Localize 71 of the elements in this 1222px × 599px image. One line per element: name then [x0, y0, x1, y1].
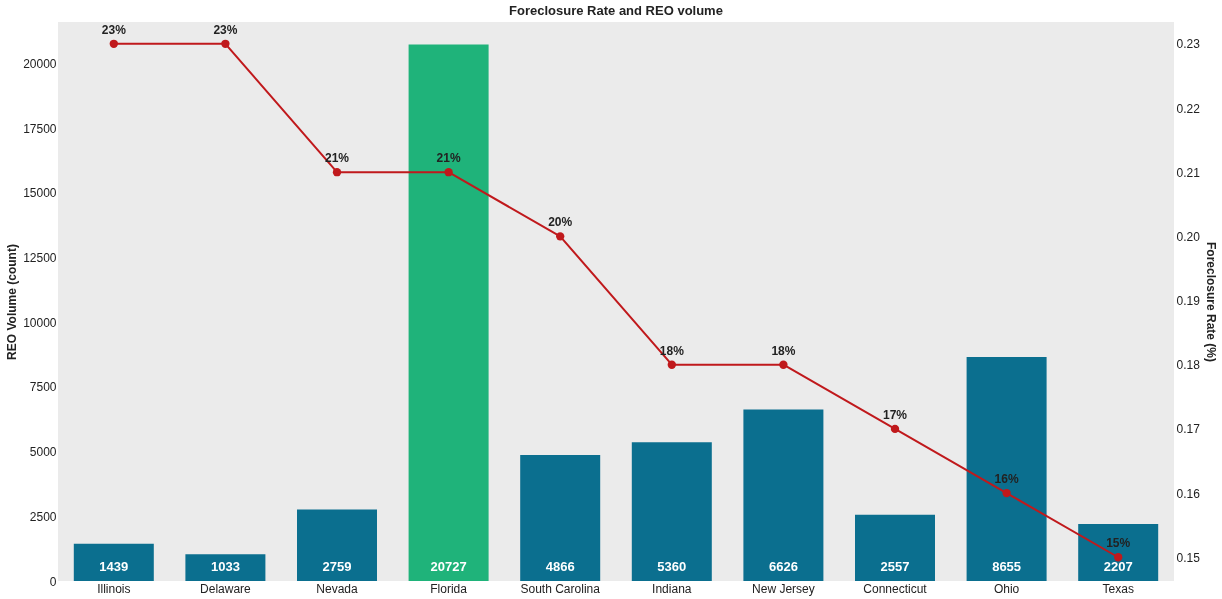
x-tick-label: Texas [1102, 581, 1134, 596]
y-tick-label: 7500 [29, 380, 57, 395]
data-label: 23% [101, 22, 127, 37]
y2-tick-label: 0.22 [1176, 101, 1201, 116]
point [556, 232, 565, 241]
x-tick-label: Florida [430, 581, 468, 596]
y2-tick-label: 0.19 [1176, 294, 1201, 309]
y2-tick-label: 0.15 [1176, 550, 1201, 565]
y2-axis-title: Foreclosure Rate (%) [1203, 241, 1218, 363]
data-label: 18% [659, 343, 685, 358]
point [221, 39, 230, 48]
data-label: 23% [213, 22, 238, 37]
bar [1078, 523, 1159, 581]
point [1002, 488, 1011, 498]
point [779, 360, 788, 369]
data-label: 20% [548, 215, 573, 230]
data-label: 8655 [992, 559, 1022, 574]
data-label: 20727 [430, 559, 467, 574]
point [444, 168, 453, 177]
y-tick-label: 0 [49, 574, 57, 589]
data-label: 2557 [880, 559, 910, 574]
bar [743, 409, 824, 581]
y2-tick-label: 0.16 [1176, 486, 1201, 501]
point [890, 424, 900, 434]
x-tick-label: New Jersey [752, 581, 815, 596]
chart-title: Foreclosure Rate and REO volume [509, 3, 723, 18]
y2-tick-label: 0.18 [1176, 358, 1201, 373]
y2-tick-label: 0.17 [1176, 422, 1201, 437]
x-tick-label: Nevada [316, 581, 358, 596]
bar [855, 514, 935, 581]
x-tick-label: Connecticut [863, 581, 928, 596]
y2-tick-label: 0.20 [1176, 229, 1201, 244]
point [1114, 553, 1123, 562]
point [667, 360, 676, 369]
data-label: 17% [882, 407, 908, 422]
bar [297, 509, 377, 581]
data-label: 2207 [1103, 559, 1133, 574]
bar [520, 455, 601, 581]
y-tick-label: 20000 [23, 56, 57, 71]
bar [185, 554, 266, 581]
data-label: 4866 [545, 559, 575, 574]
data-label: 18% [771, 343, 796, 358]
data-label: 21% [436, 151, 461, 166]
y-tick-label: 15000 [23, 186, 57, 201]
data-label: 5360 [657, 559, 687, 574]
bar [631, 442, 712, 581]
data-label: 2759 [322, 559, 352, 574]
x-tick-label: Illinois [97, 581, 131, 596]
point [109, 39, 118, 48]
y-tick-label: 12500 [23, 251, 57, 265]
bar [73, 543, 154, 581]
data-label: 1439 [99, 559, 129, 574]
data-label: 15% [1106, 536, 1131, 551]
bar [408, 44, 489, 581]
x-tick-label: South Carolina [520, 581, 601, 596]
data-label: 1033 [210, 559, 240, 574]
point [332, 168, 342, 177]
y-tick-label: 17500 [23, 121, 57, 136]
y-axis-title: REO Volume (count) [5, 244, 20, 360]
y-tick-label: 5000 [29, 445, 57, 460]
data-label: 6626 [768, 559, 798, 574]
bar [966, 357, 1047, 581]
y2-tick-label: 0.21 [1176, 165, 1201, 180]
x-tick-label: Ohio [993, 581, 1020, 596]
data-label: 16% [994, 472, 1019, 487]
x-tick-label: Indiana [652, 581, 692, 596]
y-tick-label: 2500 [29, 509, 57, 524]
y2-tick-label: 0.23 [1176, 37, 1201, 52]
x-tick-label: Delaware [200, 581, 252, 596]
y-tick-label: 10000 [23, 315, 57, 330]
data-label: 21% [324, 151, 350, 166]
